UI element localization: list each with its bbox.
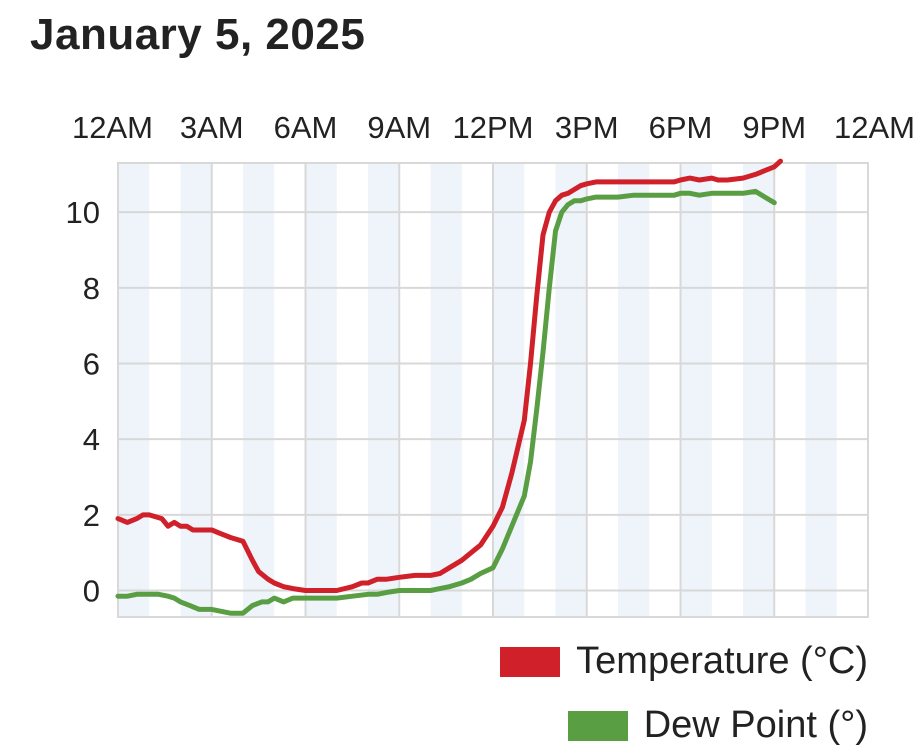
- x-tick-label: 6PM: [649, 110, 713, 145]
- hour-band: [243, 163, 275, 617]
- x-tick-label: 3PM: [555, 110, 619, 145]
- y-tick-label: 0: [83, 574, 100, 609]
- hour-band: [555, 163, 587, 617]
- x-tick-label: 3AM: [180, 110, 244, 145]
- x-tick-label: 12PM: [453, 110, 534, 145]
- legend-swatch-temperature: [500, 646, 561, 677]
- chart-grid: [117, 162, 869, 618]
- x-axis-ticks: 12AM 3AM 6AM 9AM 12PM 3PM 6PM 9PM 12AM: [72, 110, 915, 145]
- x-tick-label: 9AM: [367, 110, 431, 145]
- hour-band: [118, 163, 150, 617]
- chart-series: [115, 158, 783, 616]
- page-title: January 5, 2025: [30, 10, 366, 59]
- hour-band: [743, 163, 775, 617]
- hour-band: [305, 163, 337, 617]
- hour-band: [805, 163, 837, 617]
- hour-band: [618, 163, 650, 617]
- y-axis-ticks: 0 2 4 6 8 10: [66, 195, 100, 608]
- legend-swatch-dew-point: [567, 710, 628, 741]
- chart-background-bands: [118, 163, 837, 617]
- x-tick-label: 12AM: [72, 110, 153, 145]
- hour-band: [368, 163, 400, 617]
- x-tick-label: 9PM: [742, 110, 806, 145]
- hour-band: [493, 163, 525, 617]
- legend-item-dew-point: Dew Point (°): [567, 704, 868, 747]
- y-tick-label: 6: [83, 347, 100, 382]
- legend-label-temperature: Temperature (°C): [576, 640, 868, 682]
- hour-band: [680, 163, 712, 617]
- plot-frame: [117, 162, 869, 618]
- line-chart: 12AM 3AM 6AM 9AM 12PM 3PM 6PM 9PM 12AM 0 2 4 6 8 10: [66, 110, 915, 618]
- dew-point-line: [115, 188, 777, 616]
- legend-label-dew-point: Dew Point (°): [643, 704, 868, 746]
- x-tick-label: 6AM: [274, 110, 338, 145]
- hour-band: [180, 163, 212, 617]
- y-tick-label: 4: [83, 422, 100, 457]
- temperature-line: [115, 158, 783, 593]
- y-tick-label: 2: [83, 498, 100, 533]
- y-tick-label: 8: [83, 271, 100, 306]
- hour-band: [430, 163, 462, 617]
- legend-item-temperature: Temperature (°C): [500, 640, 868, 683]
- x-tick-label: 12AM: [834, 110, 915, 145]
- y-tick-label: 10: [66, 195, 100, 230]
